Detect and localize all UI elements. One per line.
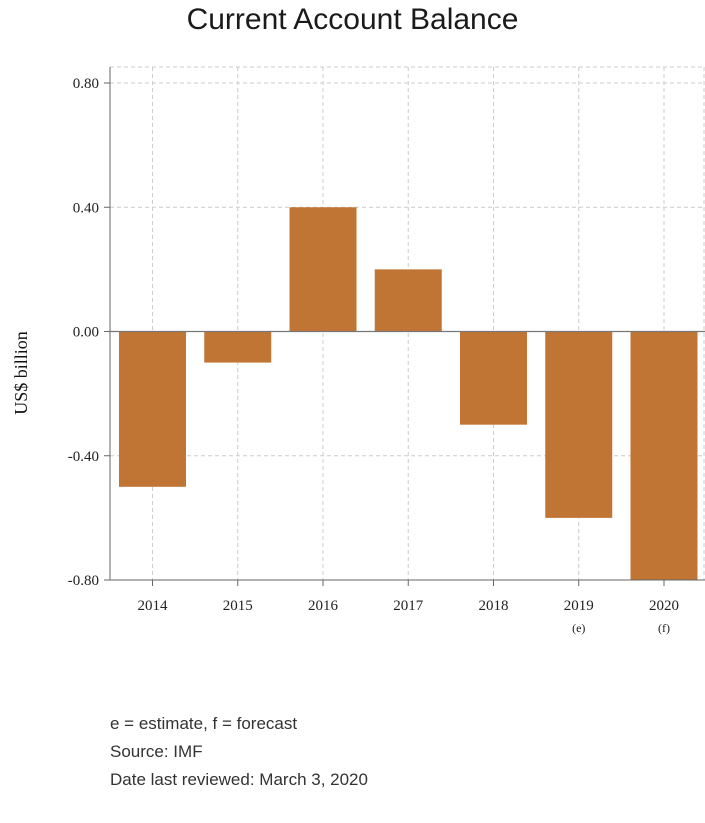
y-tick-label: -0.40 xyxy=(68,449,99,465)
x-tick-note: (e) xyxy=(572,621,585,635)
x-tick-label: 2018 xyxy=(479,598,509,614)
x-tick-label: 2015 xyxy=(223,598,253,614)
x-tick-label: 2017 xyxy=(393,598,424,614)
estimate-forecast-note: e = estimate, f = forecast xyxy=(110,714,298,733)
x-tick-label: 2016 xyxy=(308,598,339,614)
y-axis-label: US$ billion xyxy=(11,331,31,415)
tick-labels: 0.80 0.40 0.00 -0.40 -0.80 2014 2015 2016 2017 20… xyxy=(68,76,679,635)
bar-2019 xyxy=(545,331,613,518)
bar-2020 xyxy=(630,331,698,580)
bar-2017 xyxy=(374,269,442,332)
x-tick-label: 2019 xyxy=(564,598,594,614)
review-date-note: Date last reviewed: March 3, 2020 xyxy=(110,770,368,789)
axes xyxy=(104,67,705,586)
bar-2018 xyxy=(460,331,527,425)
chart-title: Current Account Balance xyxy=(186,3,519,36)
x-tick-note: (f) xyxy=(658,621,670,635)
x-tick-label: 2020 xyxy=(649,598,679,614)
y-tick-label: 0.40 xyxy=(73,200,99,216)
y-tick-label: -0.80 xyxy=(68,573,99,589)
y-tick-label: 0.00 xyxy=(73,325,99,341)
bar-2015 xyxy=(204,331,272,363)
bar-2016 xyxy=(289,207,357,332)
bars xyxy=(119,207,698,580)
bar-2014 xyxy=(119,331,186,487)
y-tick-label: 0.80 xyxy=(73,76,99,92)
chart-notes: e = estimate, f = forecast Source: IMF D… xyxy=(110,710,368,794)
bar-chart: 0.80 0.40 0.00 -0.40 -0.80 2014 2015 2016 2017 20… xyxy=(11,66,705,635)
x-tick-label: 2014 xyxy=(138,598,169,614)
source-note: Source: IMF xyxy=(110,742,203,761)
